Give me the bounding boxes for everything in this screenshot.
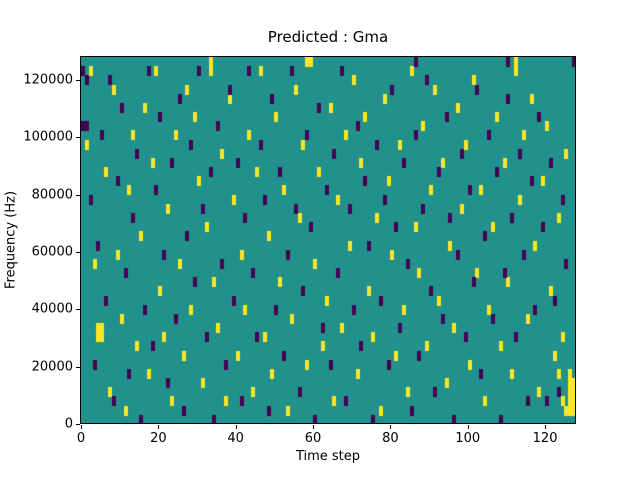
y-tick-mark (76, 424, 80, 425)
y-axis-label: Frequency (Hz) (3, 190, 19, 290)
x-axis-label: Time step (295, 449, 361, 464)
y-tick-label: 20000 (31, 359, 73, 375)
x-tick-mark (313, 425, 315, 429)
y-tick-label: 80000 (31, 187, 73, 203)
x-tick-mark (158, 425, 160, 429)
x-tick-label: 20 (150, 431, 167, 446)
x-tick-mark (545, 425, 547, 429)
y-tick-mark (76, 366, 80, 368)
y-tick-mark (76, 251, 80, 253)
x-tick-mark (390, 425, 392, 429)
heatmap-plot-area (81, 57, 576, 424)
x-tick-mark (81, 425, 82, 429)
x-tick-label: 80 (382, 431, 399, 446)
y-tick-label: 100000 (23, 129, 73, 145)
x-tick-mark (467, 425, 469, 429)
x-tick-label: 0 (76, 431, 86, 446)
y-tick-mark (76, 79, 80, 81)
y-tick-label: 0 (64, 416, 73, 432)
y-tick-label: 120000 (23, 72, 73, 88)
x-tick-label: 40 (227, 431, 244, 446)
x-tick-label: 120 (532, 431, 558, 446)
x-tick-label: 100 (455, 431, 481, 446)
y-tick-label: 40000 (31, 301, 73, 317)
y-tick-mark (76, 309, 80, 311)
y-tick-label: 60000 (31, 244, 73, 260)
x-tick-mark (235, 425, 237, 429)
y-tick-mark (76, 137, 80, 139)
y-tick-mark (76, 194, 80, 196)
x-tick-label: 60 (304, 431, 322, 446)
chart-title: Predicted : Gma (267, 28, 389, 46)
